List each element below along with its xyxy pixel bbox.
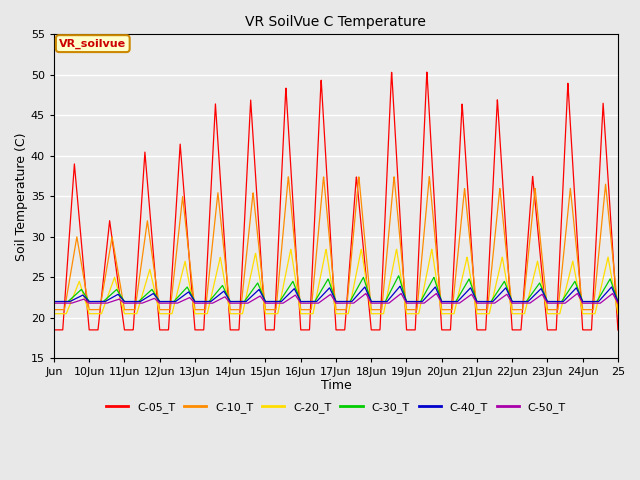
C-50_T — [458, 298, 466, 304]
C-05_T — [408, 327, 416, 333]
C-10_T — [50, 307, 58, 312]
C-05_T — [166, 312, 173, 318]
C-05_T — [528, 183, 536, 189]
C-10_T — [528, 217, 536, 223]
C-10_T — [408, 307, 416, 312]
Line: C-05_T: C-05_T — [54, 72, 618, 330]
C-20_T — [166, 311, 173, 317]
C-40_T — [458, 294, 466, 300]
C-05_T — [458, 101, 466, 107]
C-30_T — [50, 299, 58, 304]
C-50_T — [408, 300, 416, 306]
C-05_T — [614, 327, 622, 333]
C-05_T — [494, 107, 502, 112]
C-30_T — [608, 281, 616, 287]
C-50_T — [608, 291, 616, 297]
C-20_T — [408, 311, 416, 317]
Legend: C-05_T, C-10_T, C-20_T, C-30_T, C-40_T, C-50_T: C-05_T, C-10_T, C-20_T, C-30_T, C-40_T, … — [101, 397, 570, 418]
C-20_T — [50, 311, 58, 317]
C-30_T — [166, 299, 173, 304]
C-30_T — [408, 299, 416, 304]
C-40_T — [494, 293, 502, 299]
C-30_T — [458, 288, 466, 294]
C-30_T — [528, 291, 536, 297]
C-40_T — [528, 295, 536, 300]
C-50_T — [376, 300, 384, 306]
C-10_T — [458, 210, 466, 216]
C-50_T — [494, 298, 502, 303]
C-40_T — [614, 299, 622, 304]
Title: VR SoilVue C Temperature: VR SoilVue C Temperature — [246, 15, 426, 29]
Line: C-30_T: C-30_T — [54, 276, 618, 301]
C-50_T — [609, 290, 616, 296]
Line: C-50_T: C-50_T — [54, 293, 618, 303]
C-40_T — [396, 283, 404, 289]
C-20_T — [528, 281, 536, 287]
C-05_T — [50, 327, 58, 333]
C-10_T — [614, 307, 622, 312]
C-40_T — [408, 299, 416, 304]
C-10_T — [608, 244, 616, 250]
Line: C-20_T: C-20_T — [54, 249, 618, 314]
C-10_T — [494, 203, 502, 209]
Y-axis label: Soil Temperature (C): Soil Temperature (C) — [15, 132, 28, 261]
C-10_T — [166, 307, 173, 312]
C-50_T — [166, 300, 173, 306]
C-20_T — [458, 276, 466, 282]
C-20_T — [428, 246, 436, 252]
X-axis label: Time: Time — [321, 379, 351, 392]
C-40_T — [50, 299, 58, 304]
Line: C-10_T: C-10_T — [54, 177, 618, 310]
C-30_T — [494, 288, 502, 294]
Line: C-40_T: C-40_T — [54, 286, 618, 301]
C-20_T — [614, 311, 622, 317]
C-05_T — [423, 69, 431, 75]
C-50_T — [528, 299, 536, 304]
C-40_T — [608, 285, 616, 290]
C-40_T — [166, 299, 173, 304]
C-10_T — [426, 174, 433, 180]
C-05_T — [608, 232, 616, 238]
C-50_T — [50, 300, 58, 306]
C-50_T — [614, 300, 622, 306]
C-30_T — [395, 273, 403, 279]
C-20_T — [608, 276, 616, 281]
Text: VR_soilvue: VR_soilvue — [60, 38, 126, 49]
C-20_T — [494, 273, 502, 278]
C-30_T — [614, 299, 622, 304]
